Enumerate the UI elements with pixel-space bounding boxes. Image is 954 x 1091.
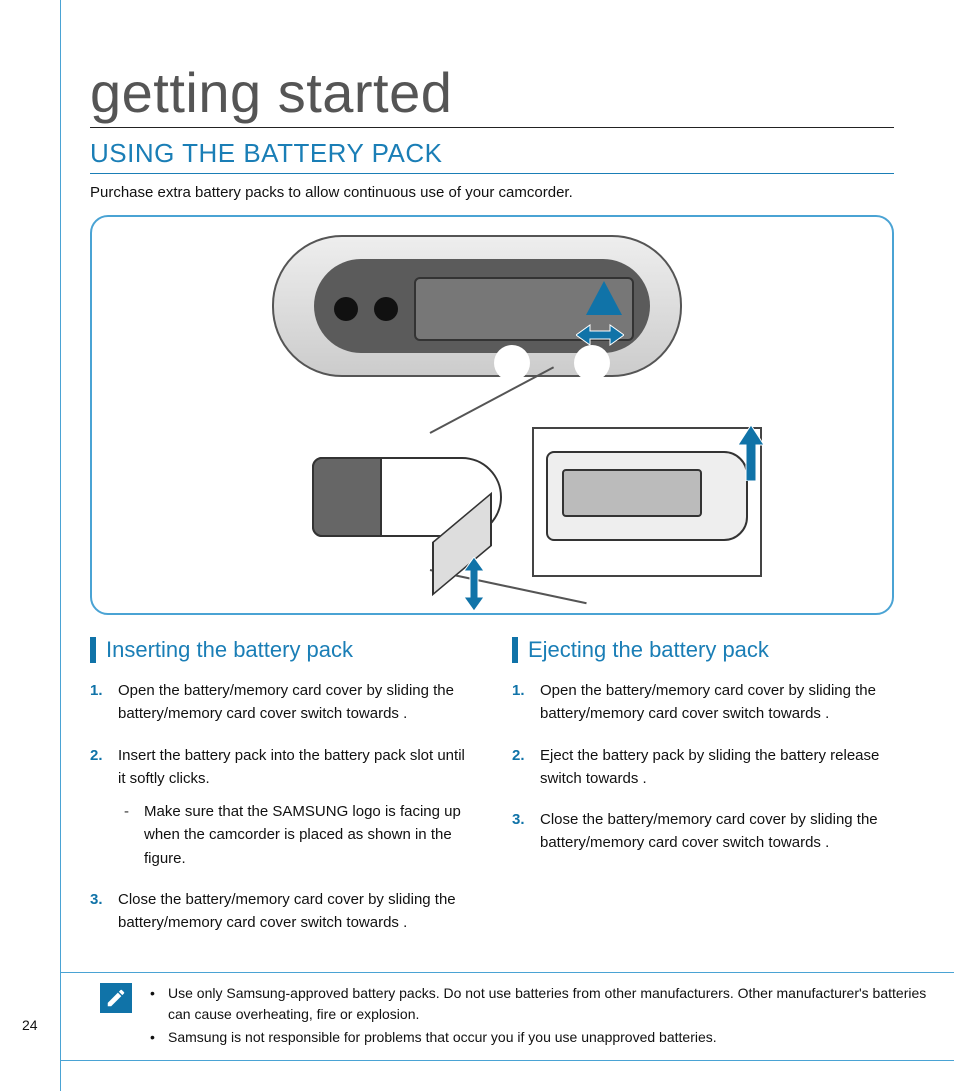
pencil-note-icon bbox=[100, 983, 132, 1013]
step-number: 3. bbox=[512, 808, 530, 855]
open-triangle-icon bbox=[586, 281, 622, 315]
eject-steps: 1. Open the battery/memory card cover by… bbox=[512, 679, 894, 855]
instruction-columns: Inserting the battery pack 1. Open the b… bbox=[90, 637, 894, 952]
step-item: 2. Insert the battery pack into the batt… bbox=[90, 744, 472, 870]
heading-bar-icon bbox=[90, 637, 96, 663]
battery-figure bbox=[90, 215, 894, 615]
step-item: 3. Close the battery/memory card cover b… bbox=[512, 808, 894, 855]
insert-updown-arrow-icon bbox=[460, 557, 488, 615]
note-bullet: • Use only Samsung-approved battery pack… bbox=[150, 983, 936, 1025]
step-item: 2. Eject the battery pack by sliding the… bbox=[512, 744, 894, 791]
note-bullets: • Use only Samsung-approved battery pack… bbox=[150, 983, 936, 1050]
callout-dot-icon bbox=[574, 345, 610, 381]
insert-steps: 1. Open the battery/memory card cover by… bbox=[90, 679, 472, 934]
step-number: 2. bbox=[90, 744, 108, 870]
left-margin-rule bbox=[60, 0, 61, 1091]
step-item: 3. Close the battery/memory card cover b… bbox=[90, 888, 472, 935]
subsection-heading-row: Inserting the battery pack bbox=[90, 637, 472, 663]
bullet-icon: • bbox=[150, 983, 160, 1025]
step-number: 2. bbox=[512, 744, 530, 791]
step-text: Close the battery/memory card cover by s… bbox=[118, 888, 472, 935]
callout-dot-icon bbox=[494, 345, 530, 381]
note-text: Use only Samsung-approved battery packs.… bbox=[168, 983, 936, 1025]
step-item: 1. Open the battery/memory card cover by… bbox=[90, 679, 472, 726]
bullet-icon: • bbox=[150, 1027, 160, 1048]
step-text: Insert the battery pack into the battery… bbox=[118, 744, 472, 870]
battery-slot bbox=[562, 469, 702, 517]
step-number: 1. bbox=[90, 679, 108, 726]
camcorder-bottom-view bbox=[272, 235, 682, 377]
page-number: 24 bbox=[22, 1017, 38, 1033]
release-up-arrow-icon bbox=[738, 425, 764, 486]
chapter-heading-wrap: getting started bbox=[90, 60, 894, 128]
manual-page: getting started USING THE BATTERY PACK P… bbox=[0, 0, 954, 1091]
step-text-main: Insert the battery pack into the battery… bbox=[118, 747, 465, 787]
chapter-heading: getting started bbox=[90, 60, 894, 125]
step-text: Eject the battery pack by sliding the ba… bbox=[540, 744, 894, 791]
slide-double-arrow-icon bbox=[576, 321, 624, 349]
step-subtext: Make sure that the SAMSUNG logo is facin… bbox=[144, 800, 472, 870]
insert-heading: Inserting the battery pack bbox=[106, 637, 353, 663]
battery-insert-view bbox=[312, 447, 532, 577]
step-text: Close the battery/memory card cover by s… bbox=[540, 808, 894, 855]
eject-column: Ejecting the battery pack 1. Open the ba… bbox=[512, 637, 894, 952]
insert-column: Inserting the battery pack 1. Open the b… bbox=[90, 637, 472, 952]
eject-heading: Ejecting the battery pack bbox=[528, 637, 769, 663]
caution-note: • Use only Samsung-approved battery pack… bbox=[60, 972, 954, 1061]
step-sublist: - Make sure that the SAMSUNG logo is fac… bbox=[118, 800, 472, 870]
tripod-hole-icon bbox=[334, 297, 358, 321]
section-intro: Purchase extra battery packs to allow co… bbox=[90, 184, 894, 201]
step-number: 3. bbox=[90, 888, 108, 935]
note-bullet: • Samsung is not responsible for problem… bbox=[150, 1027, 936, 1048]
step-text: Open the battery/memory card cover by sl… bbox=[118, 679, 472, 726]
step-text: Open the battery/memory card cover by sl… bbox=[540, 679, 894, 726]
dash-bullet-icon: - bbox=[124, 800, 134, 870]
tripod-hole-icon bbox=[374, 297, 398, 321]
note-text: Samsung is not responsible for problems … bbox=[168, 1027, 717, 1048]
step-number: 1. bbox=[512, 679, 530, 726]
heading-bar-icon bbox=[512, 637, 518, 663]
camcorder-lens-end bbox=[312, 457, 382, 537]
subsection-heading-row: Ejecting the battery pack bbox=[512, 637, 894, 663]
section-heading: USING THE BATTERY PACK bbox=[90, 138, 894, 174]
step-subitem: - Make sure that the SAMSUNG logo is fac… bbox=[118, 800, 472, 870]
battery-release-closeup bbox=[532, 427, 762, 577]
step-item: 1. Open the battery/memory card cover by… bbox=[512, 679, 894, 726]
